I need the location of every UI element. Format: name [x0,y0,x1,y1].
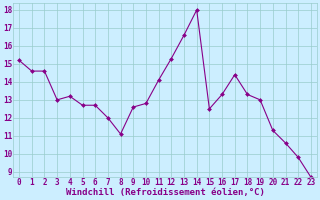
X-axis label: Windchill (Refroidissement éolien,°C): Windchill (Refroidissement éolien,°C) [66,188,264,197]
